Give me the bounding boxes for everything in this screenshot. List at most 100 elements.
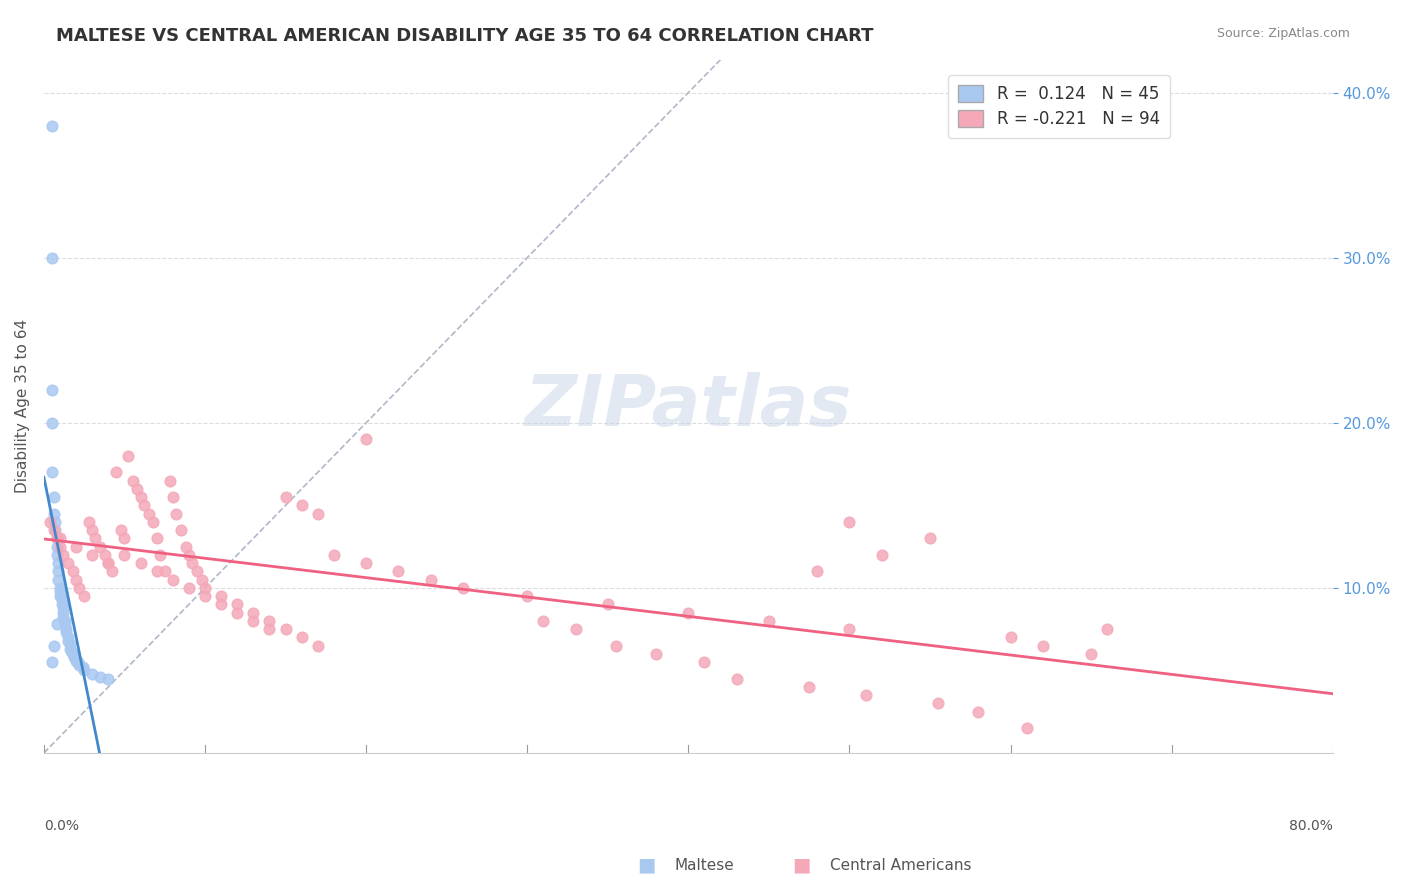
Point [129,556,152,570]
Point [100,565,122,579]
Point [678,606,700,620]
Point [274,622,297,636]
Point [51,592,73,607]
Point [52,606,75,620]
Point [39,515,62,529]
Point [855,688,877,702]
Point [62,647,84,661]
Point [60,643,83,657]
Point [967,705,990,719]
Point [307,507,329,521]
Point [419,573,441,587]
Text: 0.0%: 0.0% [44,819,79,833]
Point [55,625,77,640]
Point [291,631,314,645]
Point [67,658,90,673]
Point [65,573,87,587]
Point [41,416,63,430]
Point [110,523,132,537]
Point [209,589,232,603]
Point [45,532,67,546]
Text: ZIPatlas: ZIPatlas [524,372,852,441]
Point [42,639,65,653]
Point [84,532,107,546]
Point [49,532,72,546]
Point [41,383,63,397]
Point [73,664,96,678]
Point [142,515,165,529]
Point [48,565,70,579]
Point [177,581,200,595]
Point [354,556,377,570]
Point [159,474,181,488]
Point [226,606,249,620]
Point [65,654,87,668]
Text: Maltese: Maltese [675,858,734,872]
Point [65,540,87,554]
Point [138,507,160,521]
Point [56,556,79,570]
Point [145,565,167,579]
Point [838,515,860,529]
Point [1000,631,1022,645]
Point [105,466,128,480]
Point [693,655,716,669]
Point [209,598,232,612]
Text: 80.0%: 80.0% [1289,819,1333,833]
Point [72,660,94,674]
Text: ■: ■ [792,855,811,875]
Point [177,548,200,562]
Point [645,647,668,661]
Point [114,548,136,562]
Text: Central Americans: Central Americans [830,858,972,872]
Point [48,556,70,570]
Point [49,581,72,595]
Point [82,548,104,562]
Point [451,581,474,595]
Point [725,672,748,686]
Point [48,573,70,587]
Point [44,515,66,529]
Point [564,622,586,636]
Point [186,565,208,579]
Point [194,589,217,603]
Point [53,614,76,628]
Point [1032,639,1054,653]
Point [89,670,111,684]
Point [41,251,63,265]
Text: Source: ZipAtlas.com: Source: ZipAtlas.com [1216,27,1350,40]
Point [274,490,297,504]
Point [53,617,76,632]
Point [516,589,538,603]
Point [62,565,84,579]
Point [145,532,167,546]
Point [322,548,344,562]
Point [42,523,65,537]
Point [82,666,104,681]
Point [259,614,281,628]
Point [49,589,72,603]
Point [129,490,152,504]
Point [52,600,75,615]
Point [41,466,63,480]
Point [82,523,104,537]
Point [59,637,82,651]
Legend: R =  0.124   N = 45, R = -0.221   N = 94: R = 0.124 N = 45, R = -0.221 N = 94 [948,75,1170,138]
Point [162,490,184,504]
Point [97,556,120,570]
Text: ■: ■ [637,855,657,875]
Point [121,474,143,488]
Point [806,565,828,579]
Point [59,642,82,657]
Point [66,655,89,669]
Point [49,584,72,599]
Text: MALTESE VS CENTRAL AMERICAN DISABILITY AGE 35 TO 64 CORRELATION CHART: MALTESE VS CENTRAL AMERICAN DISABILITY A… [56,27,873,45]
Point [259,622,281,636]
Point [531,614,554,628]
Point [52,548,75,562]
Point [242,614,264,628]
Y-axis label: Disability Age 35 to 64: Disability Age 35 to 64 [15,319,30,493]
Point [291,499,314,513]
Point [870,548,893,562]
Point [97,672,120,686]
